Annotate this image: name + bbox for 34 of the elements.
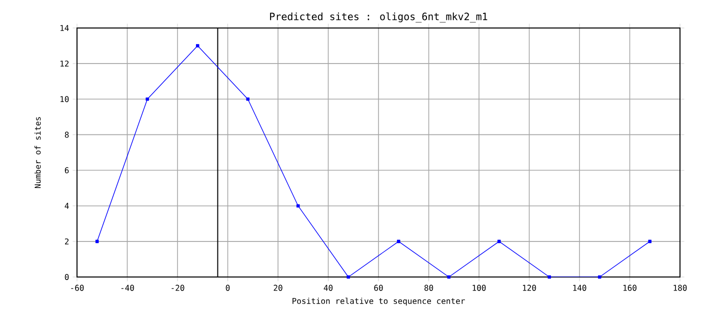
x-axis-title: Position relative to sequence center [292, 298, 465, 306]
x-tick-label: -40 [121, 284, 134, 291]
x-tick-label: -60 [71, 284, 84, 291]
y-axis-title: Number of sites [34, 117, 41, 188]
y-tick-label: 0 [64, 274, 69, 280]
y-tick-label: 8 [64, 132, 69, 138]
y-tick-label: 12 [60, 60, 69, 67]
x-tick-label: 180 [674, 284, 687, 291]
chart-title: Predicted sites : oligos_6nt_mkv2_m1 [270, 12, 488, 22]
point [146, 97, 150, 101]
x-tick-label: 160 [623, 284, 636, 291]
point [95, 240, 99, 244]
point [346, 275, 350, 279]
point [296, 204, 300, 208]
y-tick-label: 14 [60, 25, 69, 31]
y-tick-label: 4 [64, 202, 69, 209]
x-tick-label: -20 [172, 284, 184, 291]
x-tick-label: 60 [374, 284, 383, 291]
y-tick-label: 2 [64, 238, 69, 244]
point [196, 44, 200, 48]
point [447, 275, 450, 279]
x-tick-label: 0 [226, 284, 230, 291]
y-tick-label: 6 [64, 167, 69, 174]
point [396, 240, 400, 244]
x-tick-label: 80 [424, 284, 434, 291]
x-tick-label: 120 [522, 284, 536, 291]
x-tick-label: 40 [324, 284, 333, 291]
point [246, 97, 250, 101]
y-tick-label: 10 [60, 96, 69, 102]
x-tick-label: 100 [472, 284, 486, 291]
point [648, 240, 652, 244]
point [548, 275, 551, 279]
x-tick-label: 140 [573, 284, 586, 291]
x-tick-label: 20 [274, 284, 282, 291]
